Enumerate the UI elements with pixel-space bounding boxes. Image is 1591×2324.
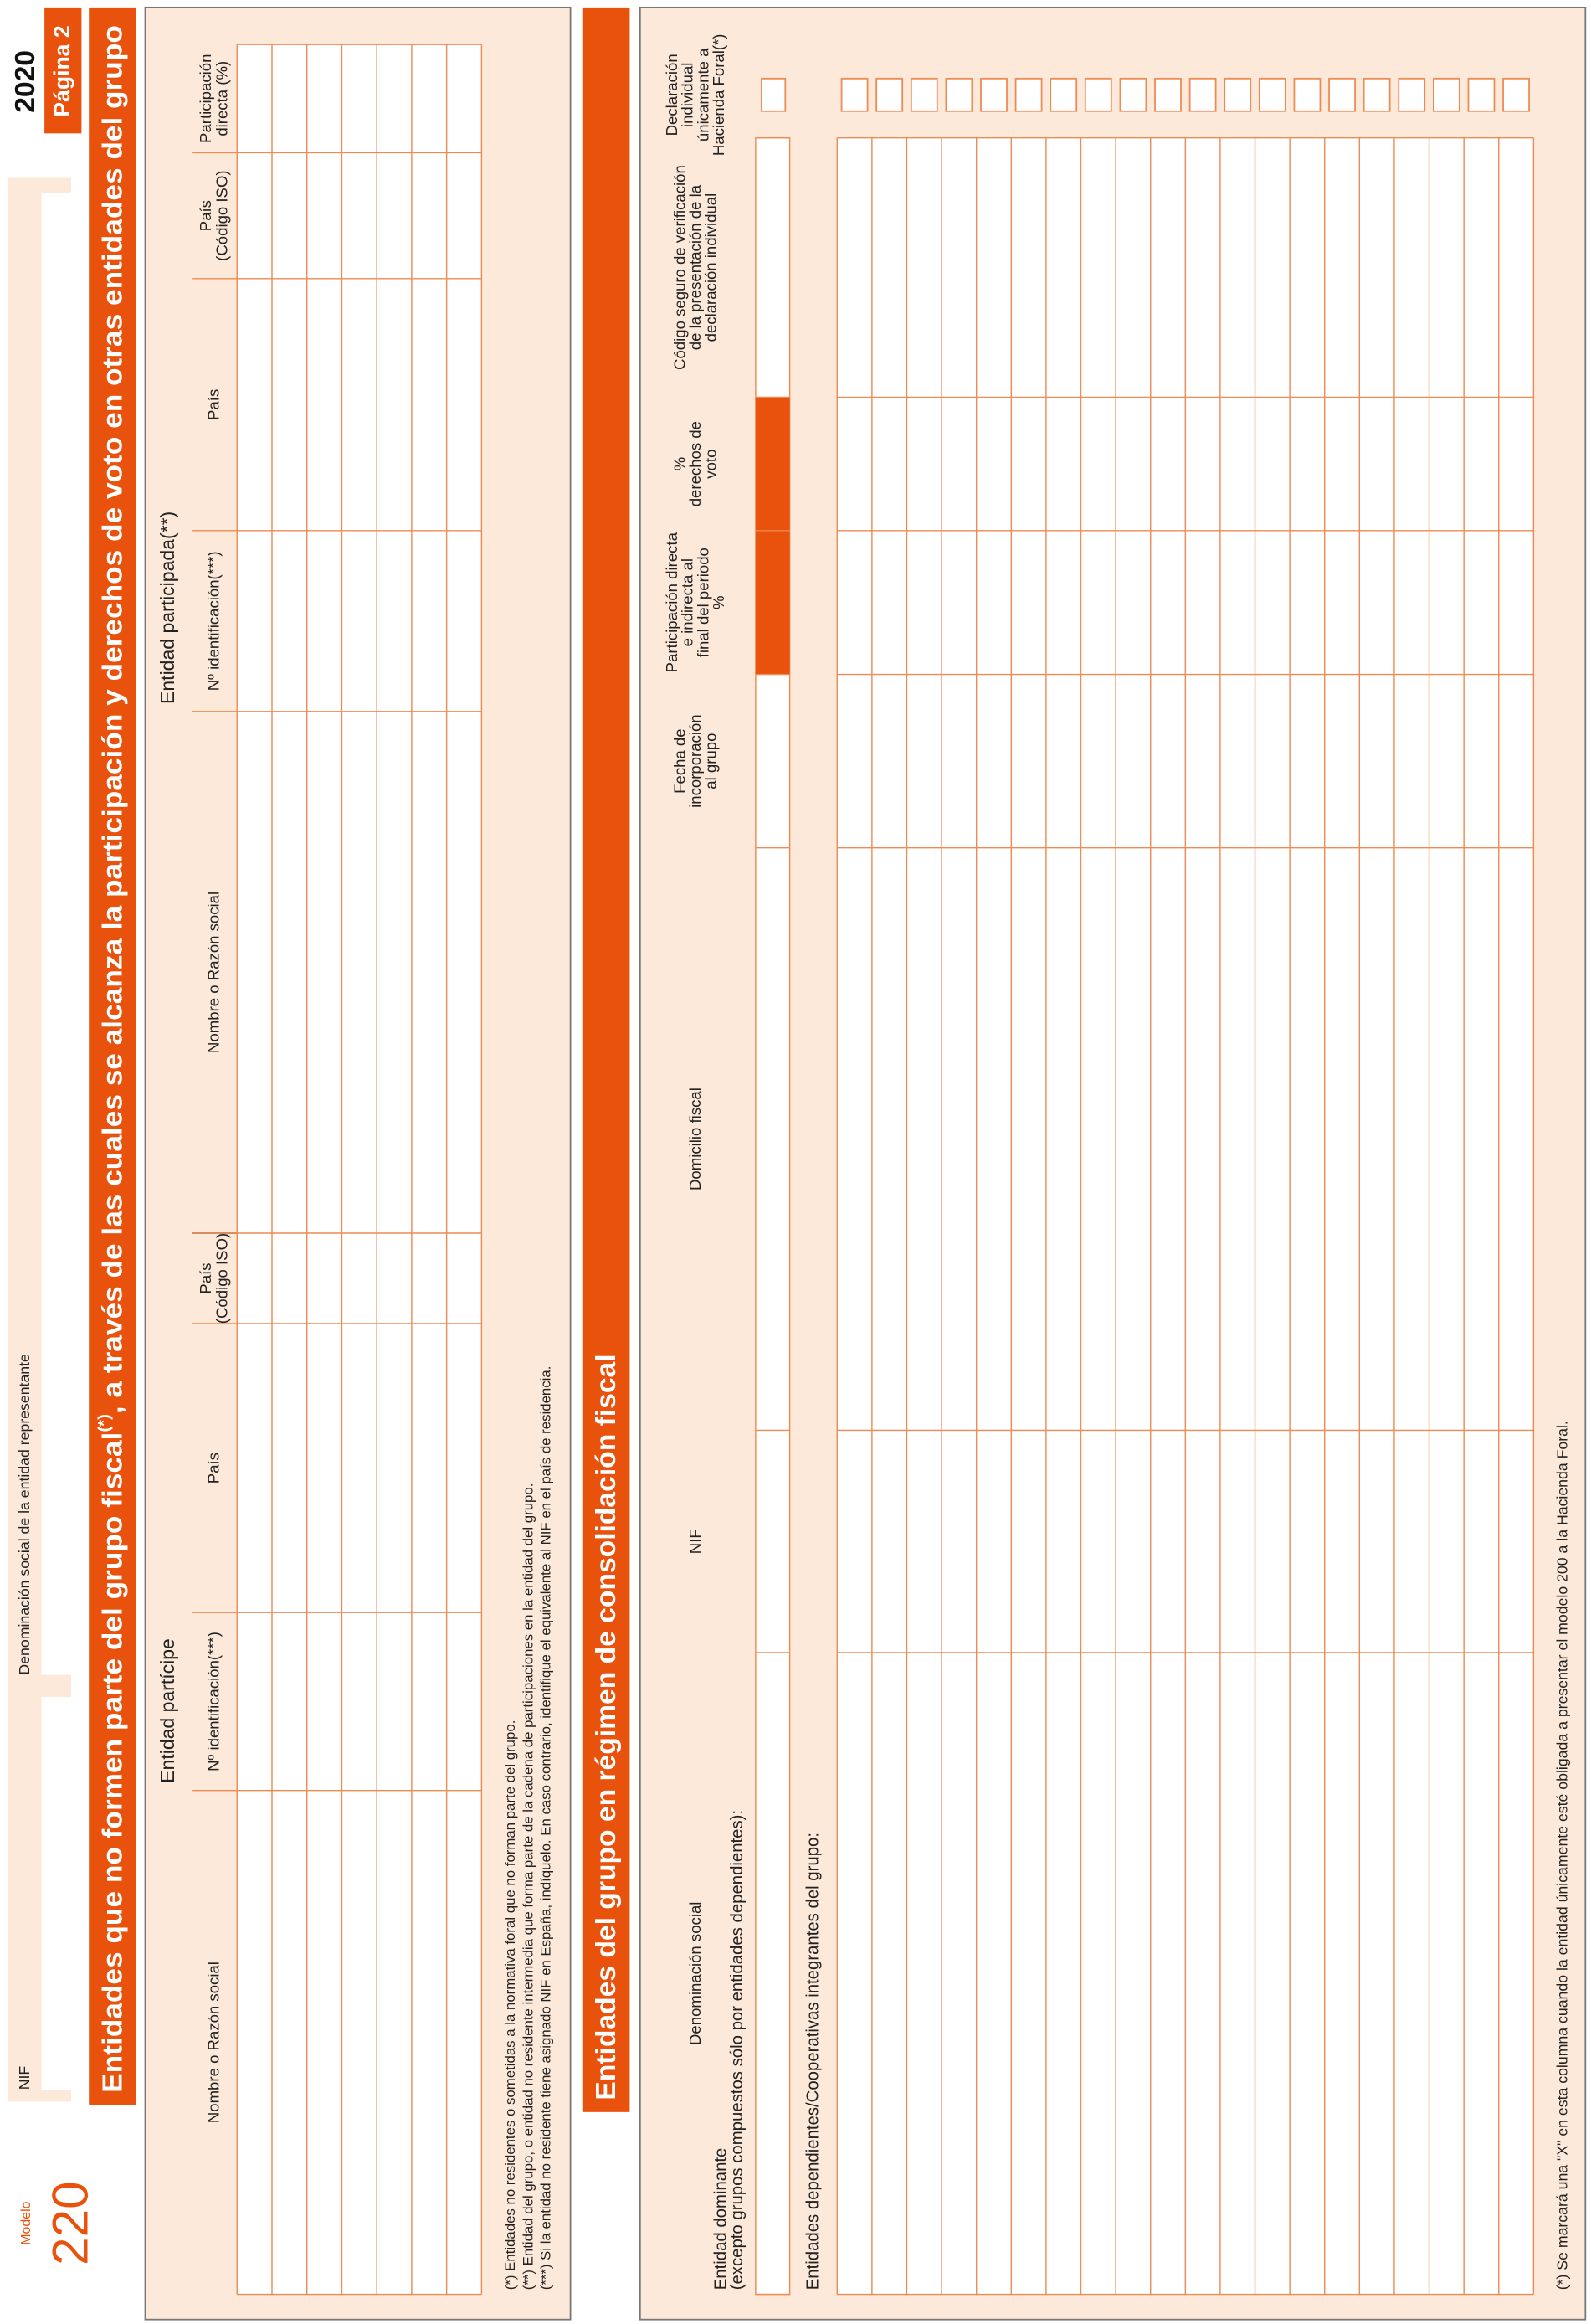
- column-header: al grupo: [702, 733, 720, 789]
- section1-grid: [237, 44, 482, 2295]
- column-header: (Código ISO): [213, 170, 230, 260]
- declaracion-checkbox: [1258, 77, 1286, 112]
- footnote: (*) Entidades no residentes o sometidas …: [502, 1720, 518, 2291]
- denominacion-label: Denominación social de la entidad repres…: [16, 1354, 33, 1675]
- declaracion-checkbox: [1432, 77, 1460, 112]
- column-header: Declaración: [663, 54, 680, 136]
- declaracion-checkbox: [1119, 77, 1147, 112]
- column-header: incorporación: [686, 714, 704, 808]
- column-header: directa (%): [213, 61, 230, 136]
- declaracion-checkbox: [980, 77, 1008, 112]
- declaracion-checkbox: [840, 77, 869, 112]
- column-header: País: [197, 1262, 214, 1293]
- column-header: individual: [679, 63, 696, 127]
- nif-label: NIF: [16, 2066, 33, 2090]
- dominante-label: Entidad dominante: [712, 2148, 731, 2291]
- participe-heading: Entidad partícipe: [157, 1638, 178, 1783]
- declaracion-checkbox: [875, 77, 904, 112]
- declaracion-checkbox: [1398, 77, 1426, 112]
- section2-title: Entidades del grupo en régimen de consol…: [591, 1354, 622, 2100]
- column-header: e indirecta al: [679, 558, 696, 646]
- column-header: únicamente a: [694, 48, 711, 141]
- footnote: (**) Entidad del grupo, o entidad no res…: [520, 1483, 536, 2291]
- section2-footnote: (*) Se marcará una "X" en esta columna c…: [1553, 1421, 1570, 2290]
- column-header: NIF: [686, 1529, 704, 1554]
- column-header: Denominación social: [686, 1902, 704, 2045]
- column-header: final del periodo: [694, 548, 711, 657]
- landscape-sheet: Modelo 220 NIF Denominación social de la en…: [7, 6, 1587, 2321]
- column-header: Fecha de: [670, 728, 688, 793]
- page-badge: [44, 7, 82, 134]
- section1-title: Entidades que no formen parte del grupo …: [95, 25, 128, 2093]
- dominante-shaded: [755, 397, 790, 675]
- declaracion-checkbox: [1363, 77, 1391, 112]
- declaracion-checkbox: [1293, 77, 1322, 112]
- column-header: Participación directa: [663, 532, 680, 672]
- declaracion-checkbox: [1224, 77, 1252, 112]
- declaracion-checkbox: [945, 77, 973, 112]
- declaracion-checkbox: [1014, 77, 1043, 112]
- column-header: Domicilio fiscal: [686, 1087, 704, 1190]
- column-header: %: [670, 457, 688, 471]
- declaracion-checkbox: [1188, 77, 1217, 112]
- column-header: Nº identificación(***): [205, 1632, 223, 1771]
- model-number: 220: [42, 2181, 98, 2265]
- column-header: País: [205, 389, 223, 420]
- column-header: derechos de: [686, 421, 704, 506]
- column-header: de la presentación de la: [686, 184, 704, 350]
- column-header: (Código ISO): [213, 1233, 230, 1324]
- column-header: Nombre o Razón social: [205, 1962, 223, 2123]
- footnote: (***) Si la entidad no residente tiene a…: [538, 1366, 554, 2291]
- title-part: Entidades que no formen parte del grupo …: [97, 1432, 128, 2093]
- dominante-checkbox: [761, 77, 787, 112]
- denominacion-field: [41, 193, 71, 1675]
- declaracion-checkbox: [1050, 77, 1078, 112]
- column-header: Código seguro de verificación: [670, 165, 688, 370]
- declaracion-checkbox: [1328, 77, 1356, 112]
- dependientes-label: Entidades dependientes/Cooperativas inte…: [803, 1833, 822, 2290]
- dominante-label: (excepto grupos compuestos sólo por enti…: [728, 1810, 747, 2290]
- section2-title-bar: [582, 7, 630, 2112]
- title-part: , a través de las cuales se alcanza la p…: [97, 25, 128, 1414]
- nif-field: [41, 1697, 71, 2090]
- participada-heading: Entidad participada(**): [157, 512, 178, 704]
- modelo-label: Modelo: [19, 2201, 33, 2244]
- declaracion-checkbox: [1502, 77, 1530, 112]
- column-header: País: [197, 200, 214, 231]
- section1-title-bar: [89, 7, 136, 2105]
- column-header: País: [205, 1452, 223, 1483]
- column-header: Nº identificación(***): [205, 551, 223, 691]
- title-note: (*): [95, 1414, 114, 1432]
- declaracion-checkbox: [1467, 77, 1496, 112]
- declaracion-checkbox: [910, 77, 938, 112]
- declaracion-checkbox: [1154, 77, 1182, 112]
- column-header: Hacienda Foral(*): [710, 34, 727, 157]
- column-header: %: [710, 595, 727, 609]
- column-header: voto: [702, 450, 720, 479]
- year: 2020: [10, 50, 41, 113]
- column-header: Participación: [197, 54, 214, 143]
- declaracion-checkbox: [1084, 77, 1112, 112]
- column-header: Nombre o Razón social: [205, 892, 223, 1053]
- page-label: Página 2: [49, 25, 74, 116]
- column-header: declaración individual: [702, 193, 720, 342]
